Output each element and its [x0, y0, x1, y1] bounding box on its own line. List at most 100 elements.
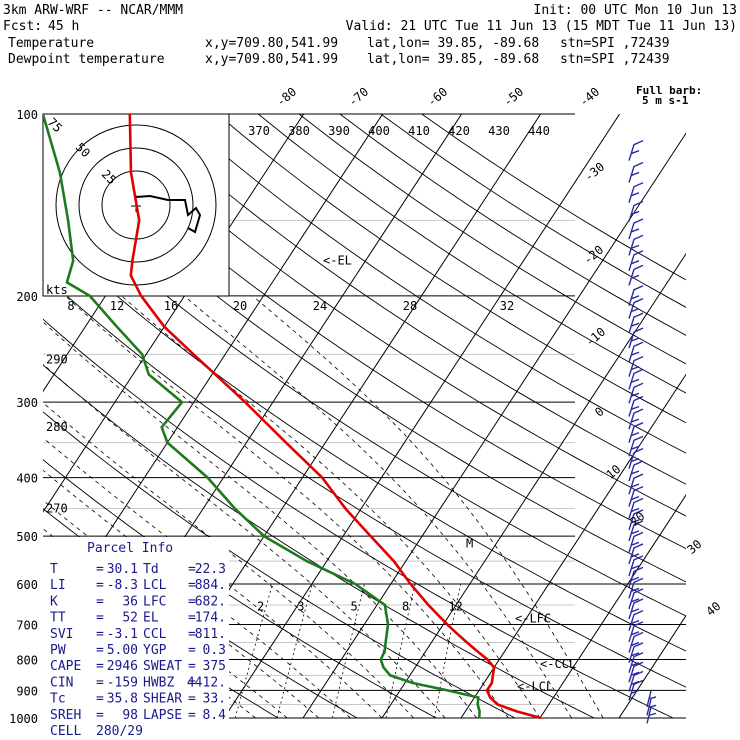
- mixing-ratio-line: [234, 583, 273, 718]
- level-marker: <-LCL: [517, 680, 553, 694]
- wind-barb: [628, 566, 644, 588]
- mixing-ratio-line: [332, 583, 365, 718]
- parcel-key: LI: [50, 578, 66, 593]
- isotherm-label: -40: [577, 85, 603, 110]
- parcel-key: LFC: [143, 594, 166, 609]
- dry-adiabat: [421, 114, 686, 281]
- parcel-eq: =: [96, 659, 104, 674]
- parcel-value: 22.3: [195, 562, 226, 577]
- temperature-xy: x,y=709.80,541.99: [205, 36, 338, 51]
- mixing-ratio-label: 5: [350, 599, 357, 613]
- parcel-value: -159: [107, 675, 138, 690]
- mixing-ratio-label: 3: [297, 599, 304, 613]
- mixing-ratio-line: [385, 583, 416, 718]
- temperature-latlon: lat,lon= 39.85, -89.68: [367, 36, 539, 51]
- wind-barb: [628, 382, 644, 404]
- isotherm-label: -30: [582, 160, 608, 185]
- parcel-key: HWBZ: [143, 675, 174, 690]
- hodo-speed-label: 28: [403, 299, 417, 313]
- hodo-speed-label: 8: [67, 299, 74, 313]
- isotherm-line: [43, 114, 305, 513]
- full-barb-label: Full barb:: [636, 84, 702, 97]
- init-time: Init: 00 UTC Mon 10 Jun 13: [534, 3, 738, 18]
- parcel-key: LAPSE: [143, 708, 182, 723]
- parcel-eq: =: [96, 627, 104, 642]
- parcel-value: 98: [122, 708, 138, 723]
- parcel-key: Tc: [50, 692, 66, 707]
- parcel-value: 30.1: [107, 562, 138, 577]
- wind-barb: [628, 234, 644, 256]
- hodo-speed-label: 12: [110, 299, 124, 313]
- parcel-info-title: Parcel Info: [87, 541, 173, 556]
- parcel-key: Td: [143, 562, 159, 577]
- parcel-key: YGP: [143, 643, 167, 658]
- fcst-value: 45 h: [48, 19, 79, 34]
- parcel-key: SHEAR: [143, 692, 182, 707]
- parcel-value: 52: [122, 611, 138, 626]
- fcst-label: Fcst:: [3, 19, 42, 34]
- parcel-info-panel: Parcel Info T = 30.1 Td =22.3LI = -8.3 LCL =884.…: [43, 537, 229, 739]
- parcel-key: T: [50, 562, 58, 577]
- parcel-key: EL: [143, 611, 159, 626]
- isotherm-line: [618, 614, 686, 718]
- wind-barbs: [628, 140, 657, 724]
- wind-barb: [628, 652, 644, 673]
- parcel-eq: =: [188, 692, 196, 707]
- sounding-curves: [43, 114, 542, 720]
- parcel-value: 0.3: [203, 643, 226, 658]
- wind-barb: [628, 543, 644, 565]
- height-label: 290: [46, 353, 68, 367]
- parcel-key: CIN: [50, 675, 73, 690]
- dry-adiabat: [43, 144, 686, 583]
- pressure-tick-label: 900: [16, 684, 38, 698]
- wind-barb: [646, 690, 657, 708]
- mixing-ratio-label: 8: [402, 599, 409, 613]
- pressure-tick-label: 800: [16, 653, 38, 667]
- wind-barb: [628, 368, 644, 390]
- dry-adiabat: [43, 318, 674, 718]
- wind-barb: [628, 297, 644, 319]
- dry-adiabat: [43, 186, 686, 617]
- wind-barb: [628, 531, 644, 553]
- height-label: 270: [46, 502, 68, 516]
- model-title: 3km ARW-WRF -- NCAR/MMM: [3, 3, 183, 18]
- parcel-row: TT = 52 EL =174.: [50, 611, 226, 626]
- parcel-value: 5.00: [107, 643, 138, 658]
- level-marker: <-CCL: [540, 657, 576, 671]
- isotherm-line: [698, 114, 740, 718]
- wind-barb: [628, 200, 644, 222]
- isotherm-label: -20: [581, 243, 607, 268]
- parcel-value: 33.: [203, 692, 226, 707]
- parcel-row: SVI = -3.1 CCL =811.: [50, 627, 226, 642]
- theta-label: 410: [408, 124, 430, 138]
- parcel-value: -3.1: [107, 627, 138, 642]
- isotherm-label: 0: [592, 404, 607, 419]
- parcel-eq: =: [96, 594, 104, 609]
- wind-barb: [628, 264, 644, 286]
- kts-label: kts: [46, 283, 68, 297]
- moist-adiabat: [43, 499, 320, 718]
- parcel-eq: =: [188, 611, 196, 626]
- wind-barb: [628, 520, 644, 542]
- isotherm-label: -70: [346, 85, 372, 110]
- parcel-eq: =: [188, 659, 196, 674]
- parcel-key: K: [50, 594, 58, 609]
- parcel-eq: =: [188, 578, 196, 593]
- parcel-value: 375: [203, 659, 226, 674]
- parcel-row: Tc = 35.8 SHEAR = 33.: [50, 692, 226, 707]
- wind-barb: [628, 250, 644, 272]
- dry-adiabat: [53, 114, 686, 550]
- isotherm-label: -50: [501, 85, 527, 110]
- moist-adiabat: [43, 363, 446, 718]
- moist-adiabat: [43, 321, 478, 718]
- parcel-key: TT: [50, 611, 66, 626]
- parcel-key: CCL: [143, 627, 167, 642]
- parcel-value: 8.4: [203, 708, 227, 723]
- wind-barb: [628, 621, 644, 643]
- dry-adiabat: [257, 114, 686, 394]
- wind-barb: [628, 598, 644, 620]
- wind-barb: [628, 642, 644, 664]
